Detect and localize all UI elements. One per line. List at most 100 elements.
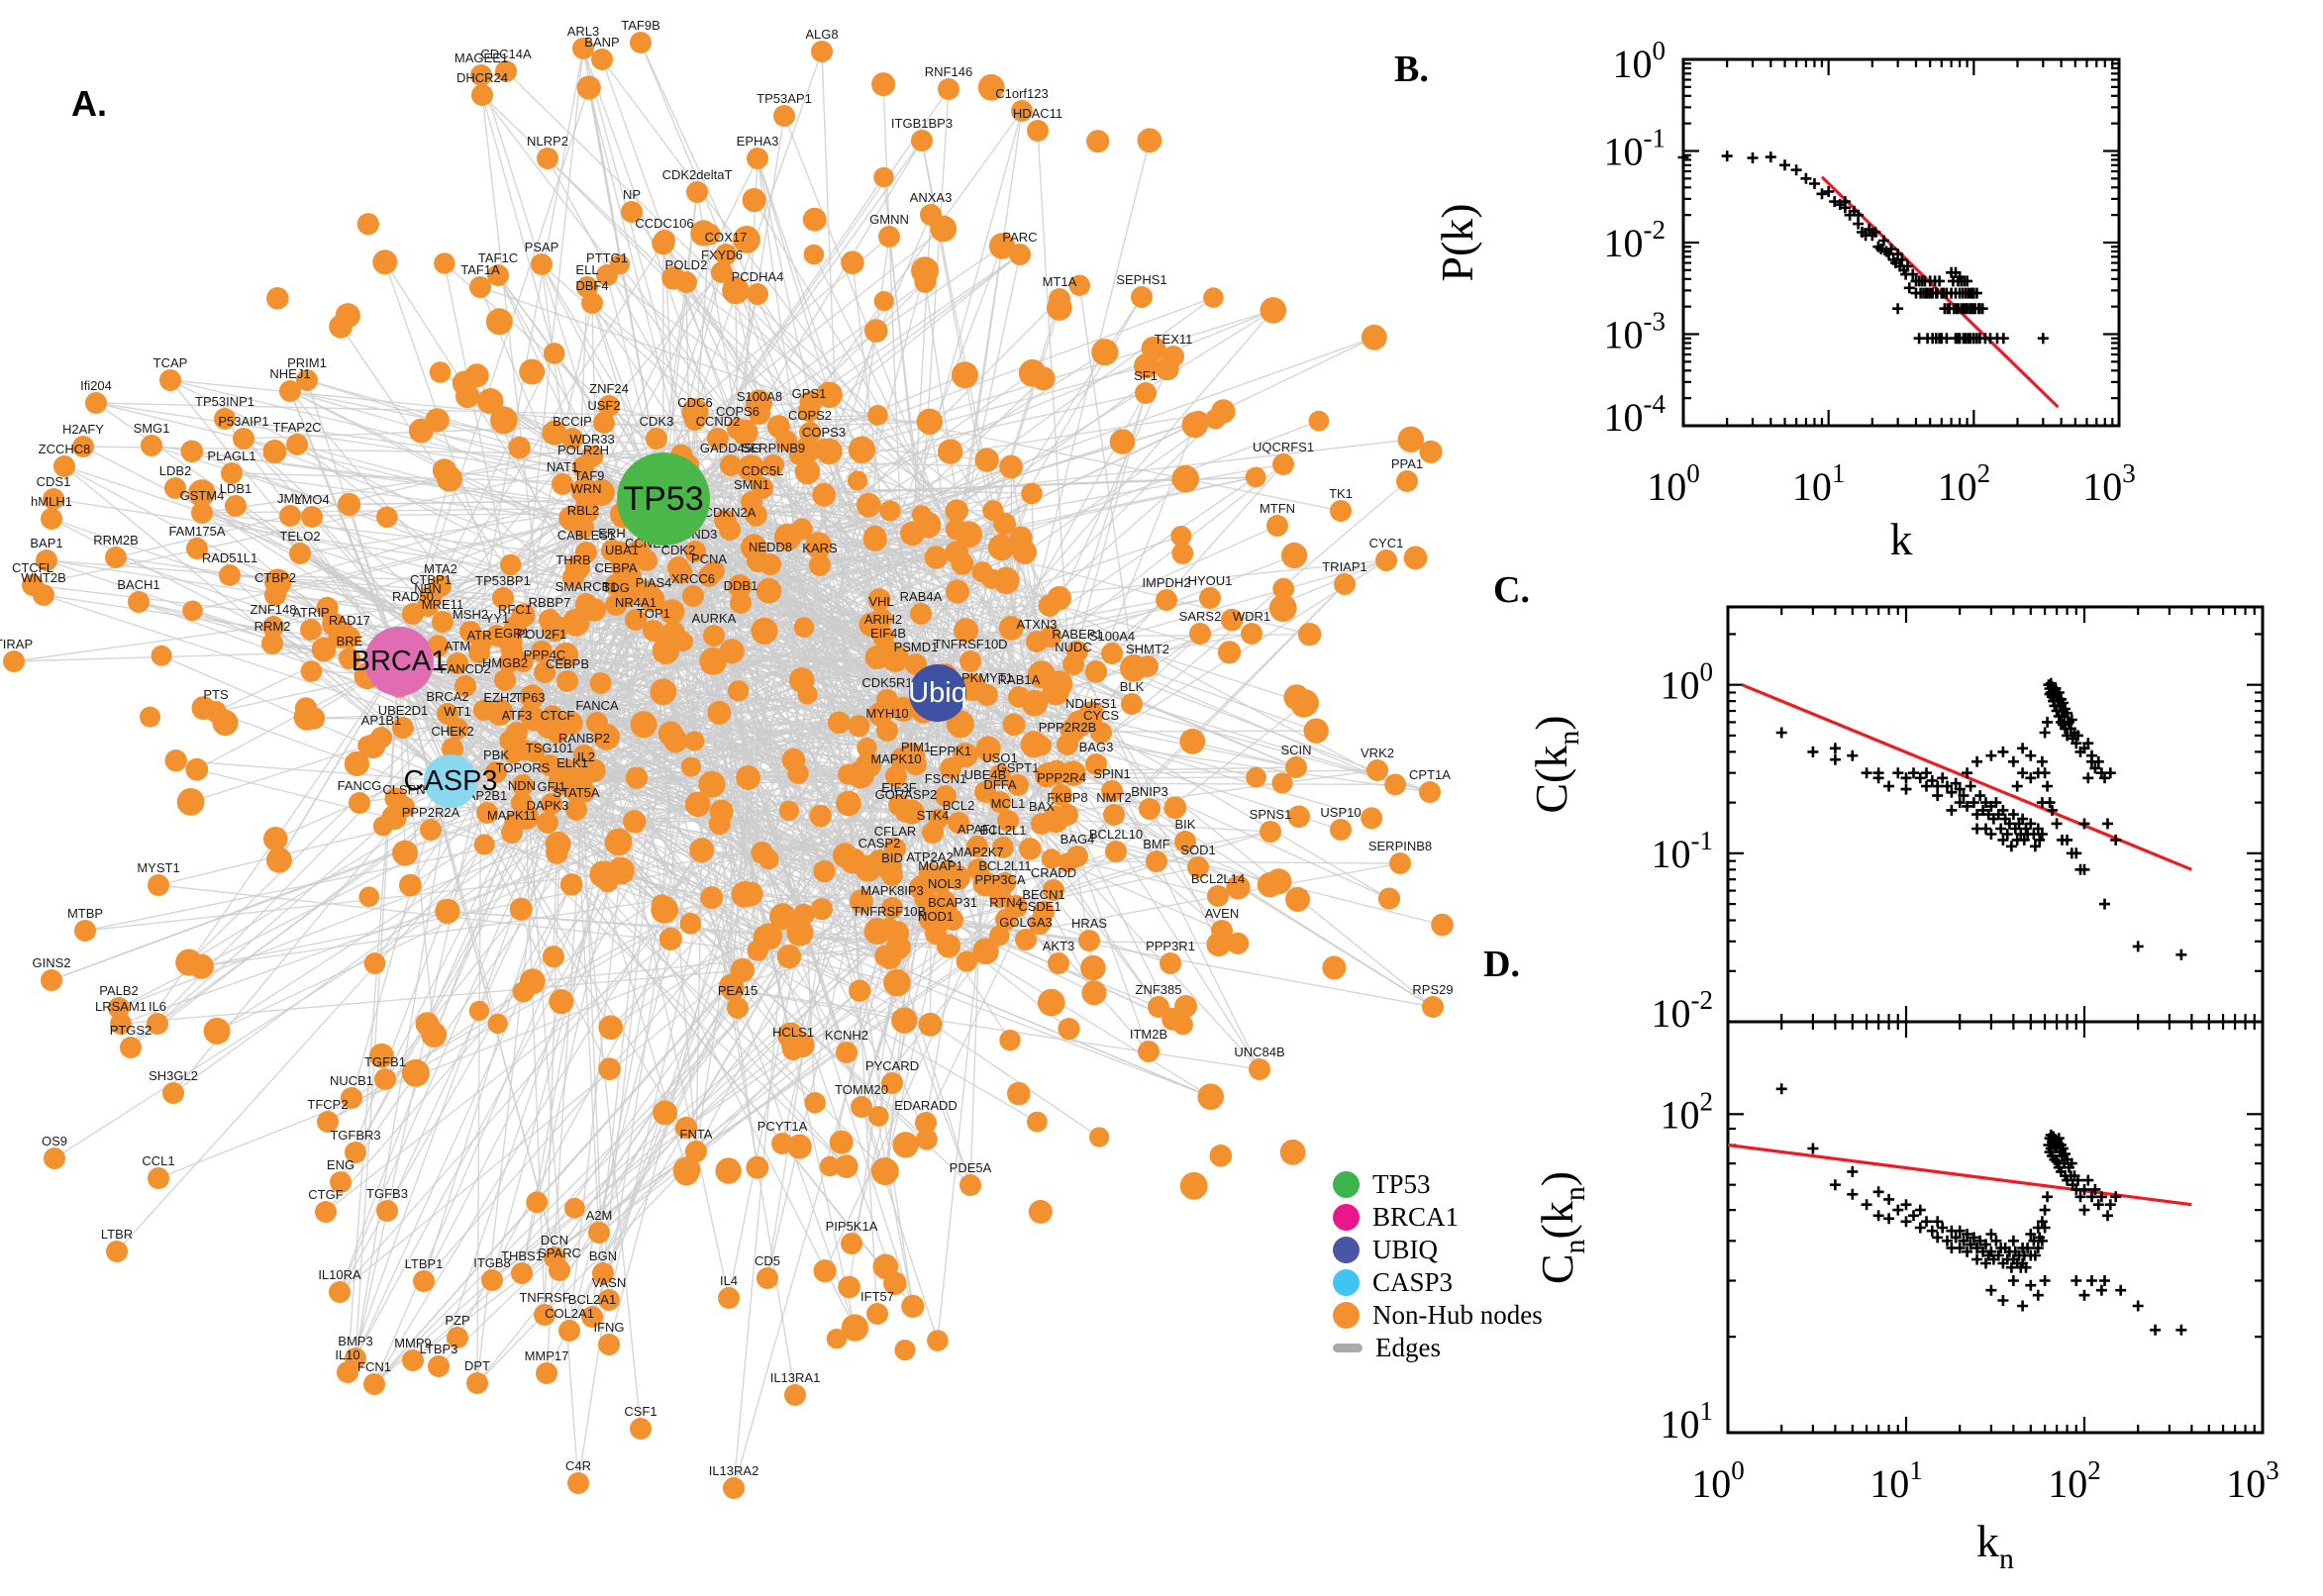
x-axis-title: kn​ [1976,1516,2014,1575]
data-point [1807,1143,1819,1154]
network-edge [602,822,960,875]
network-edge [601,58,840,724]
data-point [2017,1300,2029,1312]
panel-c-label: C. [1493,569,1530,611]
data-point [2005,841,2017,852]
network-edge [1037,130,1073,732]
x-tick-label: 101 [1792,458,1846,509]
data-point [1779,159,1790,171]
data-point [1809,178,1820,189]
network-edge [686,88,950,467]
data-point [1847,749,1859,761]
data-point [2037,333,2049,345]
data-point [2007,1275,2019,1286]
data-point [1872,1186,1884,1198]
plot-box [1726,1020,2265,1435]
node-swatch-icon [1333,1237,1360,1263]
data-point [1721,150,1733,162]
network-edge [339,822,516,1293]
legend-label: CASP3 [1372,1267,1454,1297]
data-point [1829,743,1841,754]
legend-item-brca1: BRCA1 [1333,1201,1543,1234]
data-point [2086,749,2097,761]
data-point [1883,780,1895,792]
data-point [2082,772,2094,784]
network-edge [754,199,1043,675]
data-point [1807,746,1819,757]
data-point [1914,1222,1926,1234]
data-point [1861,1199,1872,1211]
data-point [2042,1191,2054,1203]
data-point [1903,282,1915,294]
x-tick-label: 101 [1869,1455,1923,1506]
x-tick-label: 102 [2048,1455,2101,1506]
legend-label: BRCA1 [1372,1202,1460,1232]
data-point [1847,1165,1859,1177]
node-swatch-icon [1333,1269,1360,1296]
network-edge [553,852,558,957]
data-point [2078,1204,2090,1216]
data-point [1926,774,1938,786]
network-edge [63,465,556,630]
data-point [2036,755,2048,767]
panel-c: 100 10-1 10-2 C(kn​) [1526,605,2265,1036]
data-point [1946,804,1958,816]
data-point [1914,1204,1926,1216]
data-point [1921,780,1932,792]
y-tick-label: 10-3 [1604,307,1666,357]
x-tick-label: 100 [1691,1455,1745,1506]
data-point [2175,948,2187,960]
x-tick-label: 103 [2226,1455,2279,1506]
data-point [2132,941,2144,952]
network-legend: TP53 BRCA1 UBIQ CASP3 Non-Hub nodes Edges [1333,1168,1543,1364]
node-swatch-icon [1333,1204,1360,1231]
data-point [1800,172,1812,184]
network-edge [929,774,1048,875]
data-point [2132,1300,2144,1312]
legend-item-edges: Edges [1333,1332,1543,1364]
data-point [1908,1210,1919,1222]
legend-item-tp53: TP53 [1333,1168,1543,1201]
data-point [1997,333,2009,345]
data-point [2175,1324,2187,1336]
data-point [1997,1295,2009,1306]
network-edge [120,723,961,1025]
legend-item-non-hub-nodes: Non-Hub nodes [1333,1299,1543,1332]
data-point [1997,746,2009,757]
data-point [1829,753,1841,765]
data-point [1932,790,1944,802]
tick-marks [1681,57,2121,428]
data-point [2051,818,2063,830]
legend-label: TP53 [1372,1169,1431,1199]
x-tick-label: 102 [1938,458,1991,509]
panel-b-label: B. [1394,49,1429,90]
network-edge [733,955,886,1489]
panel-a-label: A. [71,83,107,124]
y-tick-label: 10-1 [1604,124,1666,174]
network-edge [921,88,950,516]
y-tick-label: 10-4 [1604,389,1666,440]
data-point [1985,749,1997,761]
y-tick-label: 10-2 [1652,985,1714,1036]
data-point [1985,829,1997,840]
network-edge [201,414,878,514]
network-edge [888,709,904,930]
data-point [1747,152,1759,163]
y-tick-label: 101 [1661,1396,1714,1446]
data-points [1775,1083,2187,1336]
data-point [2007,755,2019,767]
network-edge [191,450,958,553]
data-point [1971,755,1983,767]
data-point [2042,780,2054,792]
data-point [1900,1216,1912,1228]
network-edge [373,818,940,1385]
network-edge [811,401,1342,512]
data-point [2078,1289,2090,1301]
network-edge [874,463,1284,539]
network-edge [565,653,1006,884]
data-point [2115,1284,2127,1296]
network-edge [384,822,516,1080]
